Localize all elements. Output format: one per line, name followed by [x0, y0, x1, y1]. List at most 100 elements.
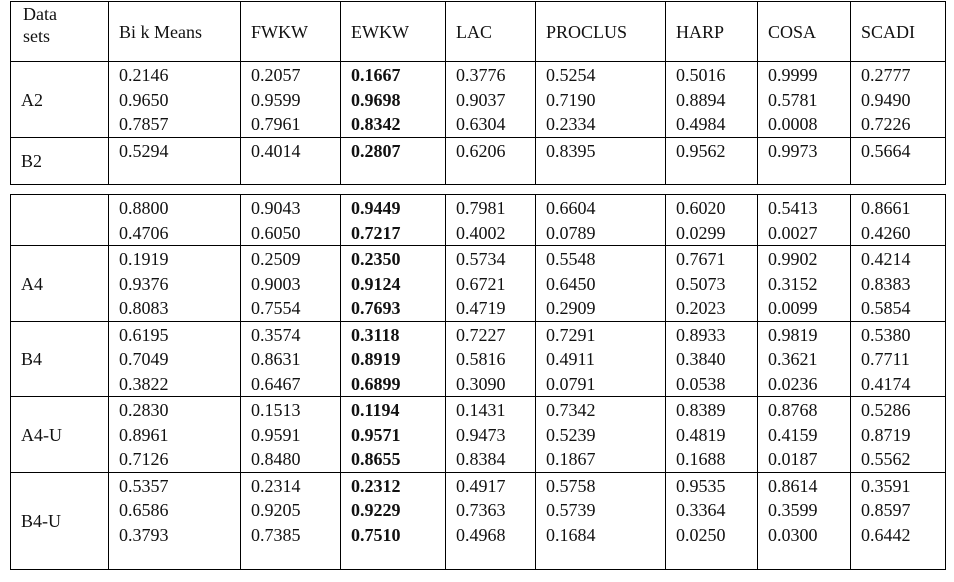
value: 0.7126 [119, 449, 169, 469]
value: 0.7693 [351, 298, 401, 318]
value: 0.9124 [351, 273, 401, 294]
value: 0.7711 [861, 349, 910, 369]
value: 0.0027 [768, 222, 818, 243]
value-cell: 0.2350 0.9124 0.7693 [340, 245, 446, 322]
value: 0.8395 [546, 140, 596, 161]
value: 0.7857 [119, 114, 169, 134]
value: 0.6304 [456, 114, 506, 134]
value: 0.9037 [456, 89, 506, 110]
value-cell: 0.5734 0.6721 0.4719 [445, 245, 536, 322]
value: 0.8389 [676, 400, 726, 420]
value-cell: 0.4214 0.8383 0.5854 [850, 245, 946, 322]
value: 0.7217 [351, 222, 401, 243]
value-cell: 0.5380 0.7711 0.4174 [850, 320, 946, 397]
row-label: A4-U [10, 396, 109, 473]
value-cell: 0.9449 0.7217 [340, 194, 446, 246]
value: 0.3793 [119, 524, 169, 545]
value: 0.9591 [251, 424, 301, 445]
value: 0.5548 [546, 249, 596, 269]
value-cell: 0.5758 0.5739 0.1684 [535, 471, 666, 570]
header-row: Data sets Bi k Means FWKW EWKW LAC PROCLUS HAR… [10, 1, 946, 62]
value: 0.6442 [861, 524, 911, 545]
value: 0.3574 [251, 324, 301, 345]
value: 0.6604 [546, 198, 596, 218]
value: 0.2807 [351, 140, 401, 161]
value: 0.7363 [456, 500, 506, 520]
value-cell: 0.9819 0.3621 0.0236 [757, 320, 851, 397]
value: 0.9698 [351, 89, 401, 110]
value-cell: 0.7981 0.4002 [445, 194, 536, 246]
data-row: B4 0.6195 0.7049 0.3822 0.3574 0.8631 0.6467 0.… [10, 320, 946, 397]
value: 0.4984 [676, 114, 726, 134]
value: 0.7291 [546, 324, 596, 345]
value: 0.9535 [676, 475, 726, 496]
value: 0.7671 [676, 249, 726, 269]
value-cell: 0.5254 0.7190 0.2334 [535, 61, 666, 138]
value-cell: 0.5286 0.8719 0.5562 [850, 396, 946, 473]
header-cell: FWKW [240, 1, 341, 62]
row-label [10, 194, 109, 246]
value: 0.9973 [768, 140, 818, 161]
data-row: A4-U 0.2830 0.8961 0.7126 0.1513 0.9591 0.8480… [10, 396, 946, 473]
value-cell: 0.5413 0.0027 [757, 194, 851, 246]
value: 0.1513 [251, 400, 301, 420]
value: 0.2146 [119, 65, 169, 85]
value: 0.9376 [119, 273, 169, 294]
value: 0.5016 [676, 65, 726, 85]
value-cell: 0.7291 0.4911 0.0791 [535, 320, 666, 397]
value: 0.2777 [861, 65, 911, 85]
value: 0.6195 [119, 324, 169, 345]
row-label: B4-U [10, 471, 109, 570]
value: 0.4260 [861, 222, 911, 243]
value: 0.9229 [351, 500, 401, 520]
value: 0.8661 [861, 198, 911, 218]
value: 0.1431 [456, 400, 506, 420]
value: 0.4014 [251, 140, 301, 161]
value-cell: 0.9999 0.5781 0.0008 [757, 61, 851, 138]
value: 0.8383 [861, 273, 911, 294]
value: 0.6050 [251, 222, 301, 243]
value: 0.9999 [768, 65, 818, 85]
value: 0.0791 [546, 373, 596, 394]
header-cell: COSA [757, 1, 851, 62]
value: 0.9562 [676, 140, 726, 161]
value-cell: 0.3574 0.8631 0.6467 [240, 320, 341, 397]
value: 0.4968 [456, 524, 506, 545]
value: 0.8384 [456, 449, 506, 469]
data-row: B4-U 0.5357 0.6586 0.3793 0.2314 0.9205 0.7385… [10, 471, 946, 570]
value-cell: 0.2146 0.9650 0.7857 [108, 61, 241, 138]
value: 0.2334 [546, 114, 596, 134]
value: 0.8719 [861, 424, 911, 445]
value-cell: 0.9562 [665, 136, 758, 185]
value: 0.8894 [676, 89, 726, 110]
value: 0.8933 [676, 324, 726, 345]
data-row: A4 0.1919 0.9376 0.8083 0.2509 0.9003 0.7554 0.… [10, 245, 946, 322]
data-row: 0.8800 0.4706 0.9043 0.6050 0.9449 0.7217 0.79… [10, 194, 946, 246]
value: 0.5758 [546, 475, 596, 496]
value: 0.7342 [546, 400, 596, 420]
data-row: A2 0.2146 0.9650 0.7857 0.2057 0.9599 0.7961 0.… [10, 61, 946, 138]
value: 0.2057 [251, 65, 301, 85]
value: 0.9571 [351, 424, 401, 445]
value: 0.8655 [351, 449, 401, 469]
value-cell: 0.5016 0.8894 0.4984 [665, 61, 758, 138]
value: 0.2312 [351, 475, 401, 496]
value: 0.0236 [768, 373, 818, 394]
header-cell: SCADI [850, 1, 946, 62]
value: 0.7190 [546, 89, 596, 110]
row-label: A2 [10, 61, 109, 138]
value: 0.8631 [251, 349, 301, 369]
value: 0.2830 [119, 400, 169, 420]
value: 0.6020 [676, 198, 726, 218]
row-label: B2 [10, 136, 109, 185]
value: 0.5073 [676, 273, 726, 294]
value-cell: 0.1919 0.9376 0.8083 [108, 245, 241, 322]
value: 0.4911 [546, 349, 595, 369]
value: 0.4819 [676, 424, 726, 445]
value: 0.5413 [768, 198, 818, 218]
value-cell: 0.6020 0.0299 [665, 194, 758, 246]
value: 0.8768 [768, 400, 818, 420]
value-cell: 0.9043 0.6050 [240, 194, 341, 246]
value: 0.7554 [251, 298, 301, 318]
